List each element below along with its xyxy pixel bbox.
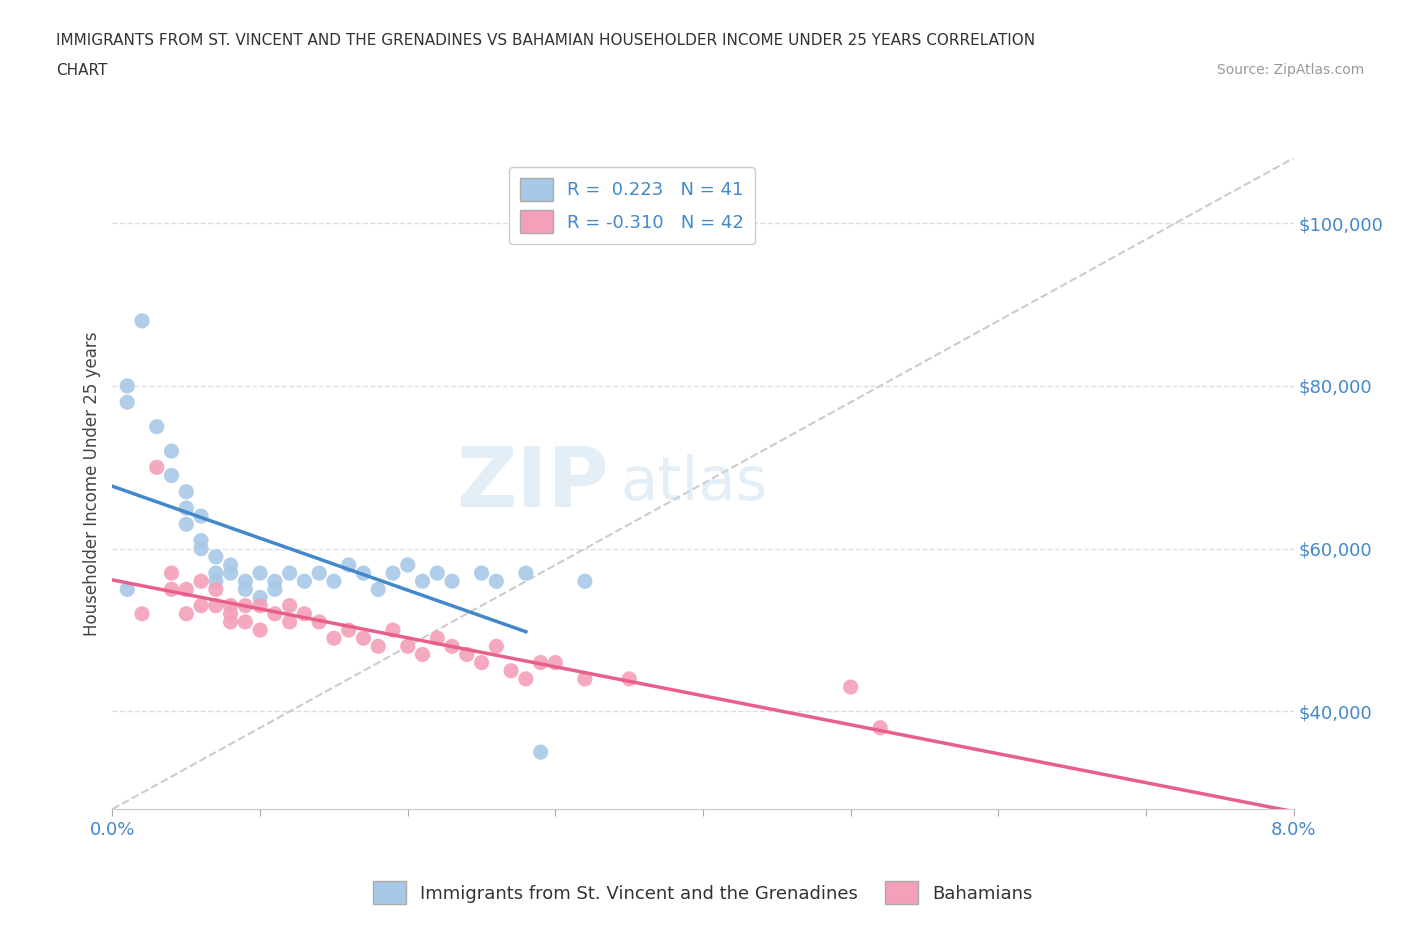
Point bbox=[233, 598, 256, 613]
Point bbox=[292, 606, 315, 621]
Point bbox=[174, 606, 197, 621]
Point bbox=[352, 565, 374, 580]
Point bbox=[233, 582, 256, 597]
Point bbox=[249, 590, 271, 604]
Point bbox=[396, 639, 419, 654]
Text: ZIP: ZIP bbox=[456, 443, 609, 525]
Point bbox=[441, 639, 464, 654]
Point bbox=[219, 565, 242, 580]
Point bbox=[219, 557, 242, 572]
Point bbox=[412, 647, 434, 662]
Point bbox=[160, 565, 183, 580]
Point bbox=[515, 671, 537, 686]
Point bbox=[131, 606, 153, 621]
Point bbox=[839, 680, 862, 695]
Point bbox=[117, 582, 138, 597]
Point bbox=[205, 565, 228, 580]
Point bbox=[205, 598, 228, 613]
Point bbox=[412, 574, 434, 589]
Point bbox=[278, 615, 301, 630]
Point bbox=[337, 557, 360, 572]
Point bbox=[529, 655, 551, 670]
Point bbox=[117, 379, 138, 393]
Point bbox=[264, 606, 287, 621]
Point bbox=[117, 394, 138, 409]
Point bbox=[190, 574, 212, 589]
Point bbox=[160, 468, 183, 483]
Point bbox=[249, 598, 271, 613]
Point bbox=[619, 671, 641, 686]
Point bbox=[441, 574, 464, 589]
Point bbox=[205, 582, 228, 597]
Legend: R =  0.223   N = 41, R = -0.310   N = 42: R = 0.223 N = 41, R = -0.310 N = 42 bbox=[509, 167, 755, 245]
Text: atlas: atlas bbox=[620, 454, 768, 513]
Point bbox=[174, 517, 197, 532]
Point bbox=[574, 671, 596, 686]
Point bbox=[278, 598, 301, 613]
Legend: Immigrants from St. Vincent and the Grenadines, Bahamians: Immigrants from St. Vincent and the Gren… bbox=[366, 874, 1040, 911]
Point bbox=[190, 541, 212, 556]
Point bbox=[485, 639, 508, 654]
Point bbox=[233, 615, 256, 630]
Point bbox=[367, 582, 389, 597]
Point bbox=[382, 623, 405, 638]
Point bbox=[515, 565, 537, 580]
Point bbox=[174, 500, 197, 515]
Point bbox=[174, 582, 197, 597]
Point bbox=[323, 574, 346, 589]
Point bbox=[205, 574, 228, 589]
Point bbox=[278, 565, 301, 580]
Point bbox=[544, 655, 567, 670]
Point bbox=[160, 444, 183, 458]
Point bbox=[219, 615, 242, 630]
Point bbox=[367, 639, 389, 654]
Point bbox=[352, 631, 374, 645]
Point bbox=[471, 565, 494, 580]
Point bbox=[146, 419, 169, 434]
Point bbox=[146, 460, 169, 474]
Point bbox=[529, 745, 551, 760]
Point bbox=[233, 574, 256, 589]
Point bbox=[292, 574, 315, 589]
Text: CHART: CHART bbox=[56, 63, 108, 78]
Point bbox=[174, 485, 197, 499]
Point bbox=[426, 631, 449, 645]
Point bbox=[131, 313, 153, 328]
Point bbox=[249, 623, 271, 638]
Point bbox=[382, 565, 405, 580]
Point bbox=[308, 565, 330, 580]
Point bbox=[337, 623, 360, 638]
Point bbox=[396, 557, 419, 572]
Point bbox=[308, 615, 330, 630]
Point bbox=[219, 606, 242, 621]
Point bbox=[323, 631, 346, 645]
Y-axis label: Householder Income Under 25 years: Householder Income Under 25 years bbox=[83, 331, 101, 636]
Point bbox=[219, 598, 242, 613]
Point bbox=[471, 655, 494, 670]
Point bbox=[574, 574, 596, 589]
Point bbox=[426, 565, 449, 580]
Point bbox=[869, 720, 891, 735]
Point bbox=[264, 574, 287, 589]
Point bbox=[190, 533, 212, 548]
Text: Source: ZipAtlas.com: Source: ZipAtlas.com bbox=[1216, 63, 1364, 77]
Point bbox=[485, 574, 508, 589]
Point bbox=[501, 663, 523, 678]
Point bbox=[205, 550, 228, 565]
Text: IMMIGRANTS FROM ST. VINCENT AND THE GRENADINES VS BAHAMIAN HOUSEHOLDER INCOME UN: IMMIGRANTS FROM ST. VINCENT AND THE GREN… bbox=[56, 33, 1035, 47]
Point bbox=[160, 582, 183, 597]
Point bbox=[456, 647, 478, 662]
Point bbox=[249, 565, 271, 580]
Point bbox=[264, 582, 287, 597]
Point bbox=[190, 598, 212, 613]
Point bbox=[190, 509, 212, 524]
